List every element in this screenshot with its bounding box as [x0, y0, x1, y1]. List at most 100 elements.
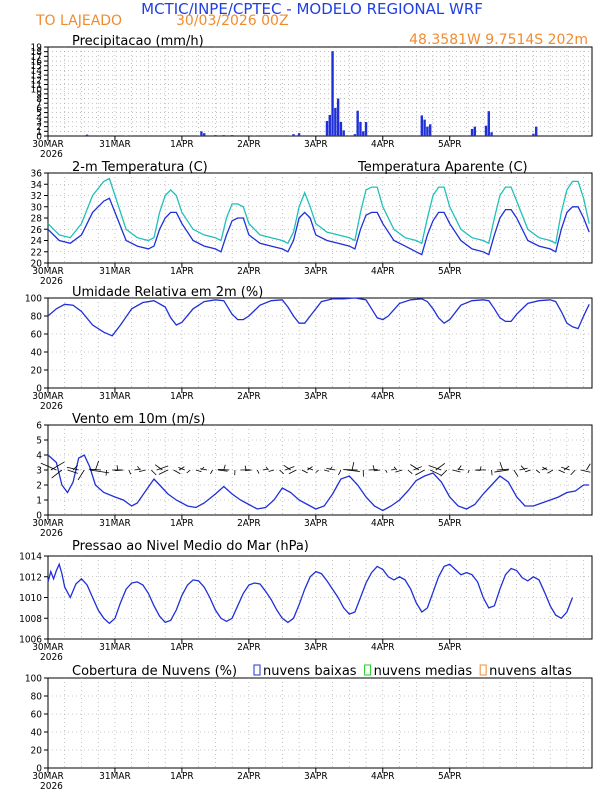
wind-vector — [413, 466, 422, 471]
cloud-legend-swatch — [479, 664, 487, 676]
panel-1-xtick-label: 4APR — [371, 266, 395, 277]
panel-0-xtick-label: 5APR — [438, 139, 462, 150]
precip-bar — [532, 133, 535, 136]
precip-bar — [85, 134, 89, 136]
apparent-temperature-line — [47, 177, 590, 245]
panel-0-xtick-label: 2APR — [237, 139, 261, 150]
wind-vector — [494, 469, 509, 473]
precip-bar — [230, 135, 234, 136]
panel-0-xtick-label: 30MAR — [32, 139, 64, 150]
cloud-legend-swatch — [364, 664, 372, 676]
wind-vector — [393, 466, 398, 471]
wind-vector — [315, 469, 319, 473]
panel-0-ytick-label: 18 — [31, 47, 43, 58]
wind-vector — [268, 469, 275, 472]
wind-vector — [40, 462, 57, 471]
wind-speed-line — [47, 454, 590, 512]
precip-bar — [362, 131, 365, 136]
precip-bar — [325, 121, 329, 136]
panel-0-ytick-label: 19 — [31, 43, 43, 54]
panel-1-ytick-label: 24 — [31, 236, 43, 247]
wind-vector — [279, 469, 284, 475]
precip-bar — [484, 125, 488, 136]
panel-3-ytick-label: 6 — [36, 421, 42, 432]
panel-1-xtick-label: 30MAR — [32, 266, 64, 277]
wind-vector — [66, 466, 79, 471]
panel-5-ytick-label: 100 — [25, 674, 42, 685]
panel-5-ytick-label: 80 — [31, 692, 43, 703]
panel-3-xtick-label: 31MAR — [99, 518, 131, 529]
panel-1-ytick-label: 32 — [31, 191, 42, 202]
panel-0-ytick-label: 1 — [36, 127, 42, 138]
wind-vector — [244, 465, 247, 471]
panel-0-ytick-label: 11 — [31, 80, 42, 91]
panel-0-xtick-label: 3APR — [304, 139, 328, 150]
wind-vector — [513, 469, 519, 477]
panel-5-ytick-label: 0 — [36, 764, 42, 775]
panel-3-xtick-label: 4APR — [371, 518, 395, 529]
wind-vector — [150, 469, 157, 476]
panel-1-ytick-label: 34 — [31, 180, 43, 191]
panel-3-xtick-label: 1APR — [170, 518, 194, 529]
panel-2-ytick-label: 40 — [31, 348, 43, 359]
panel-1-ytick-label: 20 — [31, 259, 43, 270]
wind-vector — [256, 469, 260, 474]
wind-vector — [201, 466, 205, 471]
panel-0-ytick-label: 5 — [36, 108, 42, 119]
wind-vector — [372, 465, 375, 471]
wind-vector — [586, 463, 591, 471]
panel-5-xtick-label: 31MAR — [99, 771, 131, 782]
wind-vector — [415, 469, 425, 476]
panel-2-ytick-label: 100 — [25, 294, 42, 305]
wind-vector — [491, 469, 493, 476]
panel-4-year-label: 2026 — [40, 652, 63, 663]
wind-vector — [351, 462, 355, 471]
panel-1-ytick-label: 36 — [31, 169, 43, 180]
wind-vector — [410, 464, 420, 471]
wind-vector — [525, 469, 531, 473]
panel-5-ytick-label: 40 — [31, 728, 43, 739]
wind-vector — [265, 466, 269, 471]
wind-vector — [200, 468, 208, 471]
wind-vector — [542, 466, 548, 471]
wind-vector — [195, 469, 202, 473]
station-coordinates: 48.3581W 9.7514S 202m — [409, 32, 588, 48]
wind-vector — [535, 469, 541, 474]
wind-vector — [326, 467, 336, 471]
precip-bar — [487, 111, 490, 136]
panel-4-ytick-label: 1012 — [19, 572, 42, 583]
wind-vector — [283, 464, 291, 471]
cloud-legend-label: nuvens medias — [374, 664, 473, 679]
wind-vector — [301, 469, 308, 474]
panel-2-ytick-label: 0 — [36, 384, 42, 395]
panel-5-xtick-label: 2APR — [237, 771, 261, 782]
precip-bar — [359, 121, 362, 136]
precip-bar — [336, 98, 340, 136]
panel-2-xtick-label: 2APR — [237, 391, 261, 402]
panel-3-xtick-label: 3APR — [304, 518, 328, 529]
precip-bar — [334, 107, 337, 136]
wind-vector — [218, 469, 228, 472]
wind-vector — [137, 466, 141, 471]
precip-bar — [328, 114, 331, 136]
panel-5-year-label: 2026 — [40, 781, 63, 792]
figure-title: MCTIC/INPE/CPTEC - MODELO REGIONAL WRF — [141, 0, 483, 18]
wind-vector — [407, 469, 413, 474]
panel-3-xtick-label: 30MAR — [32, 518, 64, 529]
panel-4-xtick-label: 4APR — [371, 642, 395, 653]
precip-bar — [292, 134, 295, 136]
wind-vector — [440, 469, 448, 477]
precip-bar — [428, 124, 432, 136]
panel-1-ytick-label: 26 — [31, 225, 43, 236]
panel-1-xtick-label: 1APR — [170, 266, 194, 277]
panel-4-xtick-label: 2APR — [237, 642, 261, 653]
wind-vector — [116, 465, 119, 471]
wind-vector — [307, 467, 314, 471]
wind-vector — [385, 469, 388, 473]
panel-0-xtick-label: 31MAR — [99, 139, 131, 150]
wind-vector — [307, 466, 313, 471]
panel-0-year-label: 2026 — [40, 149, 63, 160]
panel-3-xtick-label: 5APR — [438, 518, 462, 529]
